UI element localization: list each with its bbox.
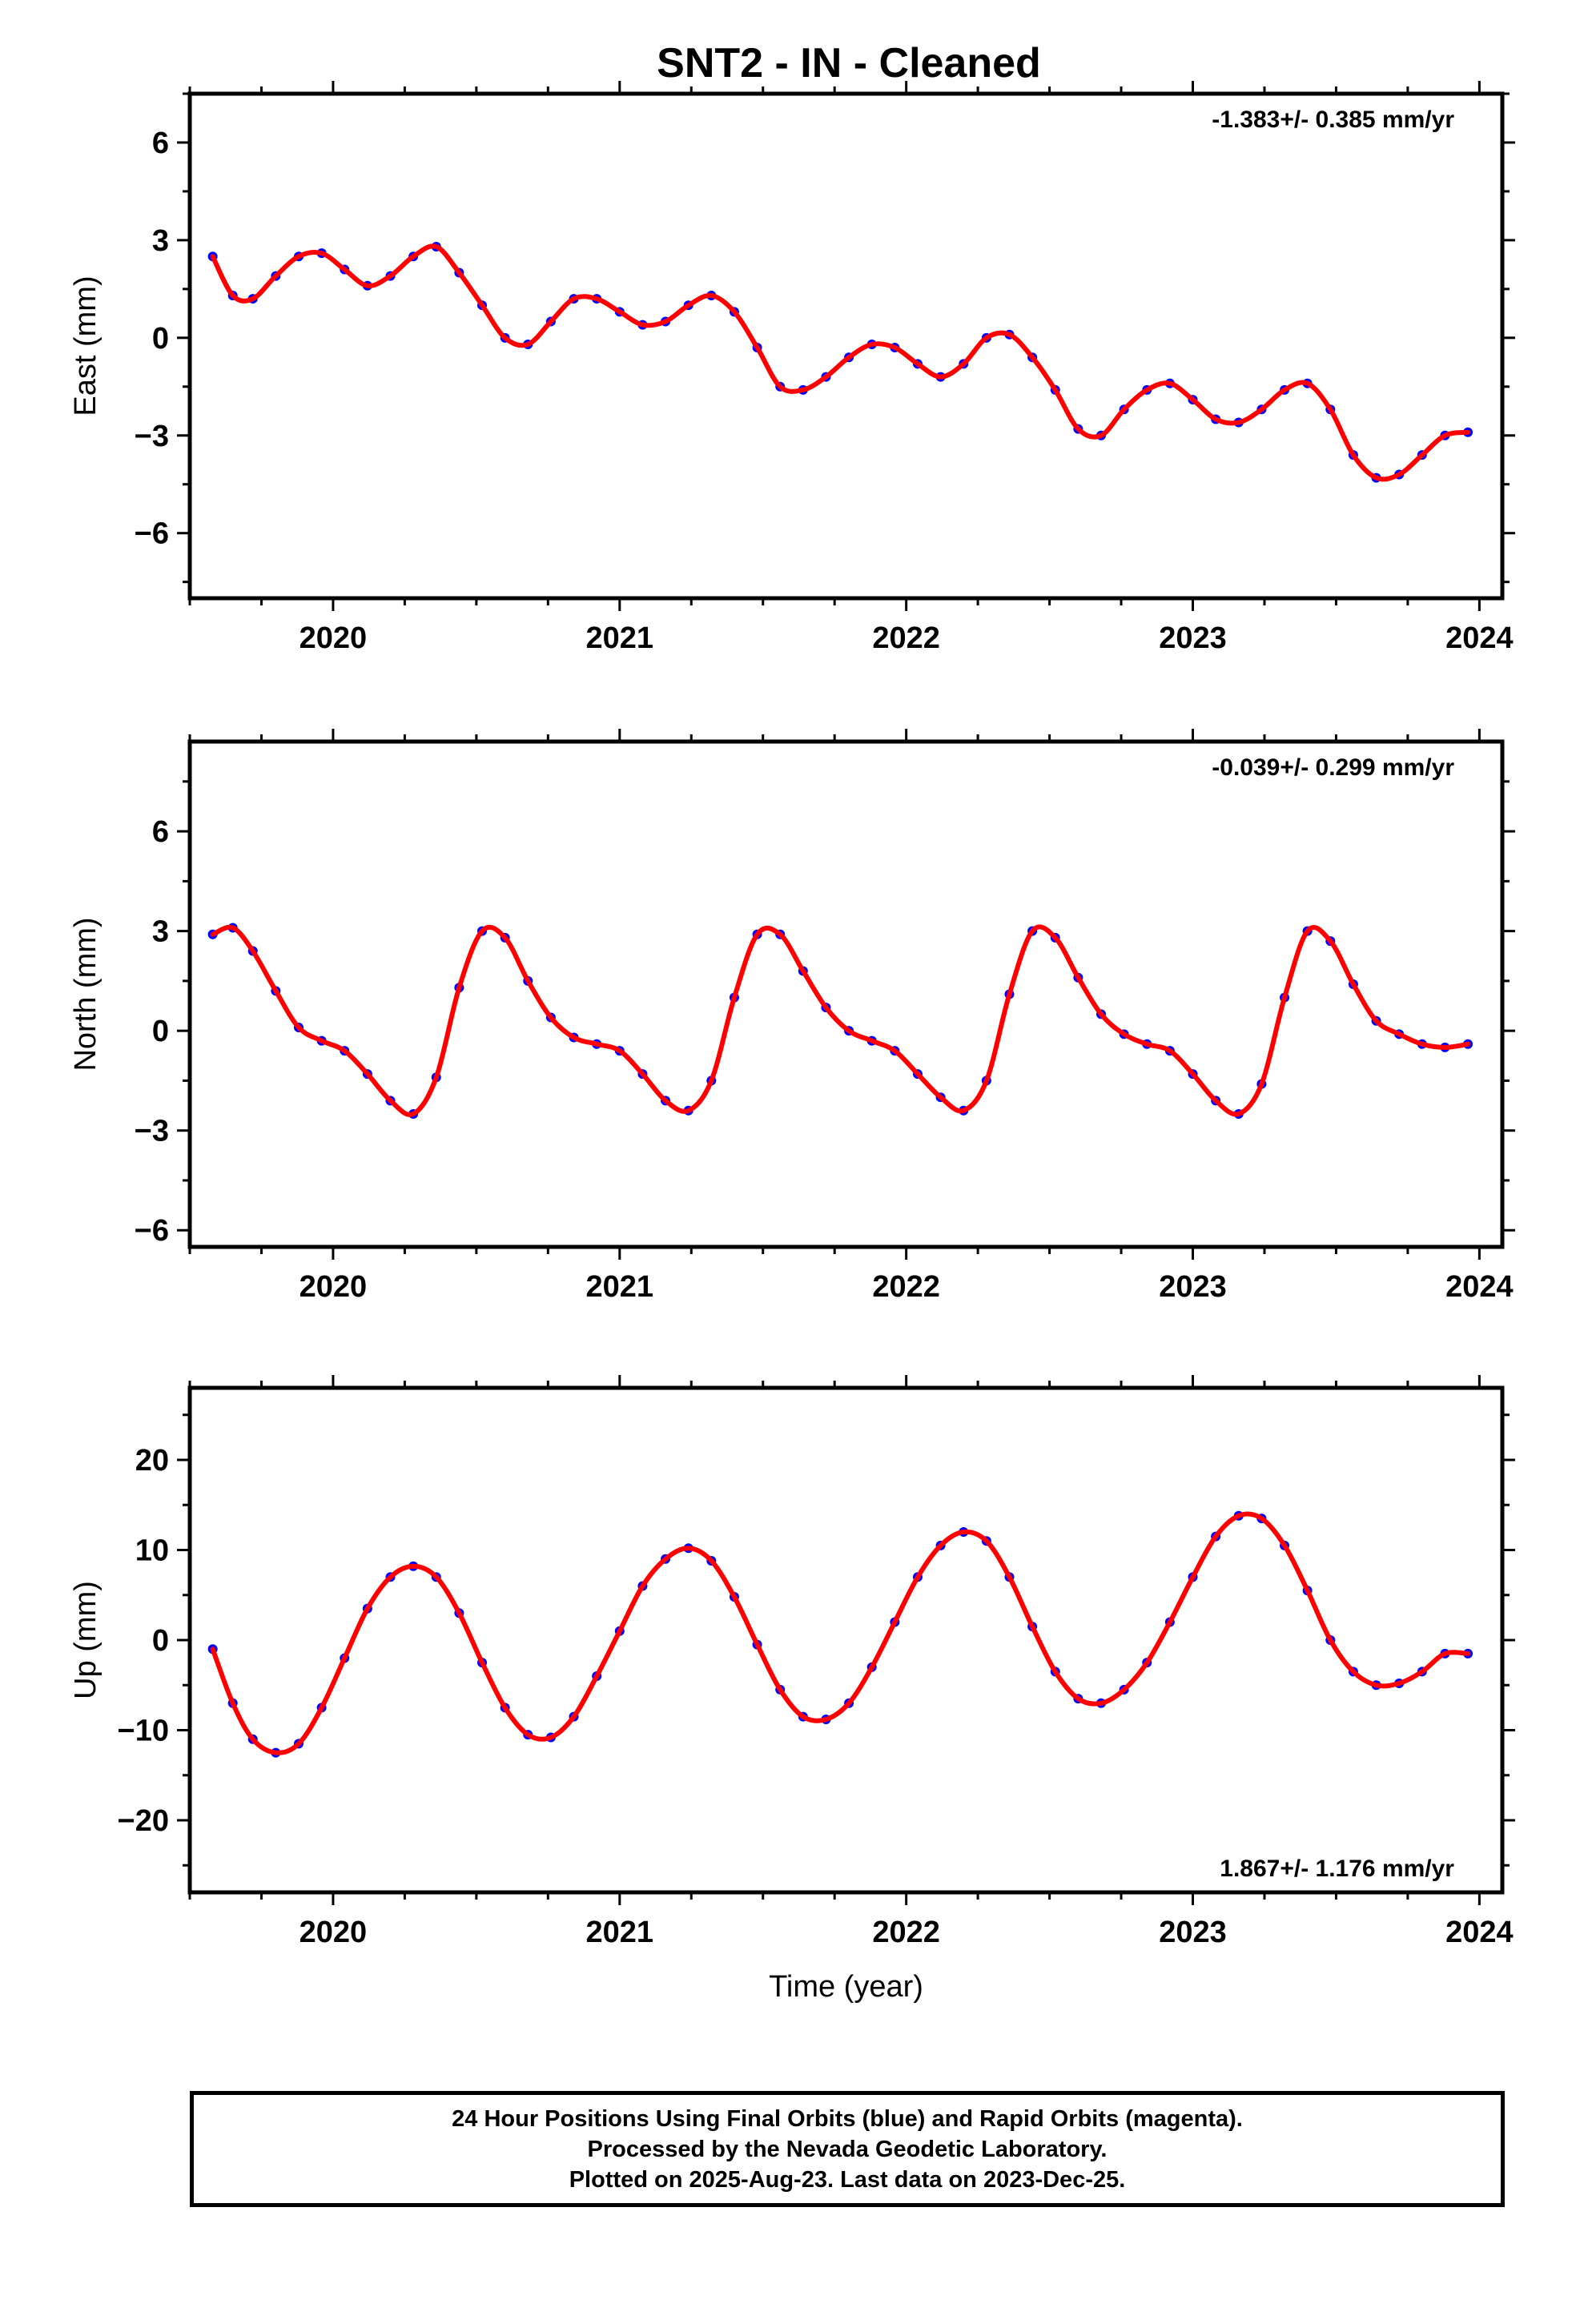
x-tick-label: 2022 bbox=[872, 1916, 940, 1949]
figure-title: SNT2 - IN - Cleaned bbox=[657, 40, 1041, 86]
y-axis-label: East (mm) bbox=[69, 275, 103, 416]
y-tick-label: 3 bbox=[152, 224, 169, 258]
y-tick-label: 0 bbox=[152, 1624, 169, 1658]
y-tick-label: 0 bbox=[152, 1015, 169, 1048]
panel-up: 2020 2021 2022 2023 2024 −20 −10 0 10 20 Up (mm) Ti… bbox=[69, 1375, 1515, 2004]
model-fit-line bbox=[210, 243, 1471, 482]
y-tick-label: −3 bbox=[135, 1115, 169, 1148]
x-tick-label: 2024 bbox=[1445, 1916, 1514, 1949]
x-tick-label: 2023 bbox=[1159, 1916, 1227, 1949]
footer-line-1: 24 Hour Positions Using Final Orbits (bl… bbox=[452, 2105, 1243, 2132]
model-fit-line bbox=[210, 924, 1471, 1117]
y-tick-label: 6 bbox=[152, 127, 169, 160]
rate-annotation: 1.867+/- 1.176 mm/yr bbox=[1220, 1856, 1454, 1882]
panel-frame bbox=[187, 739, 1505, 1249]
x-tick-label: 2022 bbox=[872, 621, 940, 655]
y-tick-label: 3 bbox=[152, 915, 169, 949]
y-tick-label: −3 bbox=[135, 420, 169, 453]
rate-annotation: -1.383+/- 0.385 mm/yr bbox=[1212, 107, 1454, 133]
y-tick-label: 0 bbox=[152, 322, 169, 356]
panel-frame bbox=[187, 1385, 1505, 1895]
y-tick-label: −6 bbox=[135, 517, 169, 551]
y-tick-label: −10 bbox=[118, 1715, 169, 1748]
y-tick-label: 6 bbox=[152, 815, 169, 849]
x-tick-label: 2024 bbox=[1445, 1270, 1514, 1304]
x-tick-label: 2024 bbox=[1445, 621, 1514, 655]
observation-points bbox=[207, 1510, 1473, 1758]
y-tick-label: −6 bbox=[135, 1214, 169, 1248]
y-axis-label: Up (mm) bbox=[69, 1581, 103, 1699]
y-tick-label: 10 bbox=[135, 1534, 169, 1568]
x-tick-label: 2020 bbox=[300, 1270, 368, 1304]
y-tick-label: 20 bbox=[135, 1444, 169, 1478]
footer-line-3: Plotted on 2025-Aug-23. Last data on 202… bbox=[569, 2166, 1126, 2193]
y-axis-label: North (mm) bbox=[69, 917, 103, 1071]
footer-line-2: Processed by the Nevada Geodetic Laborat… bbox=[587, 2136, 1108, 2162]
panel-north: 2020 2021 2022 2023 2024 −6 −3 0 3 6 North (mm) -0.… bbox=[69, 729, 1515, 1304]
x-tick-label: 2021 bbox=[586, 1270, 654, 1304]
panel-east: 2020 2021 2022 2023 2024 −6 −3 0 3 6 East (mm) -1.3… bbox=[69, 81, 1515, 655]
footer-caption-box: 24 Hour Positions Using Final Orbits (bl… bbox=[190, 2091, 1505, 2207]
x-tick-label: 2021 bbox=[586, 1916, 654, 1949]
x-axis-label: Time (year) bbox=[769, 1970, 923, 2004]
y-tick-label: −20 bbox=[118, 1804, 169, 1838]
x-tick-label: 2023 bbox=[1159, 1270, 1227, 1304]
model-fit-line bbox=[210, 1511, 1471, 1755]
x-tick-label: 2023 bbox=[1159, 621, 1227, 655]
x-tick-label: 2020 bbox=[300, 1916, 368, 1949]
rate-annotation: -0.039+/- 0.299 mm/yr bbox=[1212, 754, 1454, 781]
panel-frame bbox=[187, 91, 1505, 601]
x-tick-label: 2021 bbox=[586, 621, 654, 655]
x-tick-label: 2022 bbox=[872, 1270, 940, 1304]
x-tick-label: 2020 bbox=[300, 621, 368, 655]
